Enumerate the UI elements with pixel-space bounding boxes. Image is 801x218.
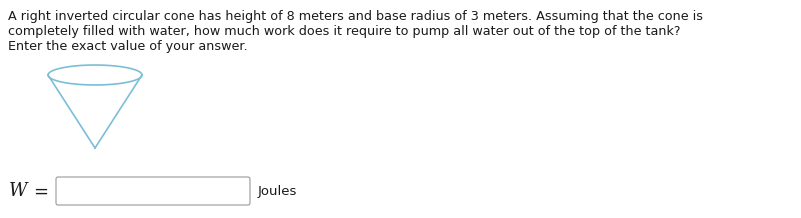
Text: Enter the exact value of your answer.: Enter the exact value of your answer. [8,40,248,53]
Text: completely filled with water, how much work does it require to pump all water ou: completely filled with water, how much w… [8,25,681,38]
Text: Joules: Joules [258,184,297,198]
Text: $W$: $W$ [8,182,30,200]
Text: $=$: $=$ [30,182,49,200]
Text: A right inverted circular cone has height of 8 meters and base radius of 3 meter: A right inverted circular cone has heigh… [8,10,703,23]
FancyBboxPatch shape [56,177,250,205]
